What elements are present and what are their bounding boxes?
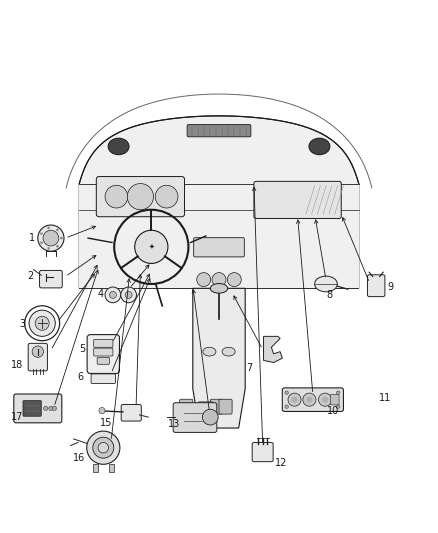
FancyBboxPatch shape xyxy=(254,181,341,219)
Circle shape xyxy=(40,232,43,235)
Polygon shape xyxy=(264,336,283,362)
Circle shape xyxy=(35,316,49,330)
Ellipse shape xyxy=(203,348,216,356)
FancyBboxPatch shape xyxy=(194,238,244,257)
FancyBboxPatch shape xyxy=(87,335,120,374)
Text: 15: 15 xyxy=(100,418,113,428)
Polygon shape xyxy=(79,183,359,288)
FancyBboxPatch shape xyxy=(97,357,110,364)
FancyBboxPatch shape xyxy=(94,348,113,356)
FancyBboxPatch shape xyxy=(121,405,141,421)
Circle shape xyxy=(285,391,288,394)
Circle shape xyxy=(202,409,218,425)
Circle shape xyxy=(318,393,332,406)
Circle shape xyxy=(303,393,316,406)
FancyBboxPatch shape xyxy=(39,270,62,288)
Ellipse shape xyxy=(210,284,228,293)
Text: 9: 9 xyxy=(387,282,393,293)
Circle shape xyxy=(32,346,43,357)
Circle shape xyxy=(105,185,128,208)
FancyBboxPatch shape xyxy=(330,394,339,405)
Circle shape xyxy=(125,292,132,298)
Circle shape xyxy=(127,183,153,210)
Text: 1: 1 xyxy=(29,233,35,243)
FancyBboxPatch shape xyxy=(28,343,47,371)
Polygon shape xyxy=(79,116,359,288)
Circle shape xyxy=(336,391,340,394)
Ellipse shape xyxy=(314,276,337,292)
Circle shape xyxy=(56,245,59,248)
Ellipse shape xyxy=(222,348,235,356)
Ellipse shape xyxy=(108,138,129,155)
FancyBboxPatch shape xyxy=(96,176,184,217)
Circle shape xyxy=(291,397,297,403)
Text: 13: 13 xyxy=(168,419,180,429)
FancyBboxPatch shape xyxy=(283,388,343,411)
FancyBboxPatch shape xyxy=(187,125,251,137)
Text: 18: 18 xyxy=(11,360,23,370)
Circle shape xyxy=(47,227,50,229)
Circle shape xyxy=(87,431,120,464)
Text: 8: 8 xyxy=(326,290,332,300)
Text: 6: 6 xyxy=(77,372,83,382)
Circle shape xyxy=(288,393,301,406)
Text: 7: 7 xyxy=(247,363,253,373)
FancyBboxPatch shape xyxy=(210,399,223,414)
Circle shape xyxy=(227,272,241,287)
FancyBboxPatch shape xyxy=(367,275,385,297)
Text: 12: 12 xyxy=(275,458,287,468)
Circle shape xyxy=(105,287,121,303)
Circle shape xyxy=(43,230,59,246)
Circle shape xyxy=(60,237,63,239)
Circle shape xyxy=(49,406,53,410)
Circle shape xyxy=(43,406,48,410)
Ellipse shape xyxy=(309,138,330,155)
Circle shape xyxy=(155,185,178,208)
Circle shape xyxy=(47,247,50,249)
Text: ✦: ✦ xyxy=(148,244,154,250)
Polygon shape xyxy=(93,464,98,472)
Text: 5: 5 xyxy=(80,344,86,353)
FancyBboxPatch shape xyxy=(252,442,273,462)
FancyBboxPatch shape xyxy=(180,399,193,414)
Text: 17: 17 xyxy=(11,412,24,422)
Text: 2: 2 xyxy=(27,271,34,281)
Circle shape xyxy=(336,405,340,408)
Circle shape xyxy=(110,292,117,298)
Circle shape xyxy=(52,406,57,410)
Circle shape xyxy=(285,405,288,408)
Circle shape xyxy=(121,287,137,303)
Text: 4: 4 xyxy=(97,289,103,299)
Circle shape xyxy=(56,229,59,231)
Circle shape xyxy=(197,272,211,287)
FancyBboxPatch shape xyxy=(23,400,41,416)
Circle shape xyxy=(38,225,64,251)
Circle shape xyxy=(212,272,226,287)
Text: 16: 16 xyxy=(73,453,85,463)
FancyBboxPatch shape xyxy=(14,394,62,423)
Polygon shape xyxy=(109,464,114,472)
Circle shape xyxy=(98,442,109,453)
Circle shape xyxy=(29,310,55,336)
FancyBboxPatch shape xyxy=(198,402,213,414)
Text: 3: 3 xyxy=(19,319,25,329)
FancyBboxPatch shape xyxy=(173,403,217,432)
Circle shape xyxy=(40,241,43,244)
Circle shape xyxy=(93,437,114,458)
Circle shape xyxy=(99,408,105,414)
FancyBboxPatch shape xyxy=(91,374,116,384)
Circle shape xyxy=(322,397,328,403)
Text: 10: 10 xyxy=(327,407,339,416)
Polygon shape xyxy=(193,288,245,428)
FancyBboxPatch shape xyxy=(94,340,113,348)
Circle shape xyxy=(135,230,168,263)
FancyBboxPatch shape xyxy=(219,399,232,414)
Circle shape xyxy=(306,397,312,403)
Text: 11: 11 xyxy=(379,393,391,403)
